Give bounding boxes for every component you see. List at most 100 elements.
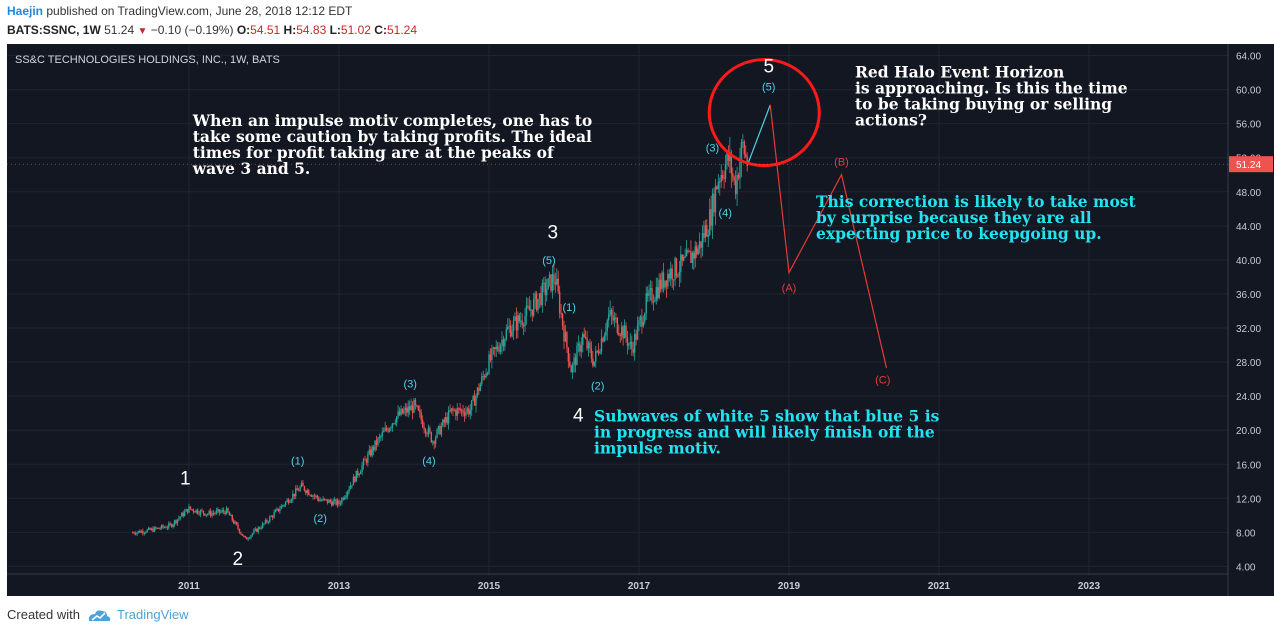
candle-body [185,509,187,512]
candle-body [693,252,695,259]
candle-body [429,427,431,433]
chart-header: Haejin published on TradingView.com, Jun… [0,0,1274,42]
open-value: 54.51 [250,23,281,37]
candle-body [670,268,672,279]
candle-body [430,432,433,443]
candle-body [746,156,748,167]
candle-body [312,495,314,497]
candle-body [720,174,722,182]
candle-body [560,312,562,314]
candle-body [579,343,581,352]
candle-body [606,320,608,332]
candle-body [372,446,375,451]
candle-body [445,417,447,423]
candle-body [550,274,552,291]
publish-line: Haejin published on TradingView.com, Jun… [7,4,352,18]
candle-body [716,186,718,190]
candle-body [468,408,470,415]
x-tick-label: 2019 [778,581,801,592]
candle-body [525,305,528,317]
candle-body [450,408,453,412]
candle-body [267,521,270,523]
candle-body [711,193,714,226]
candle-body [189,506,192,510]
candle-body [569,361,571,367]
candle-body [655,287,658,300]
author-link[interactable]: Haejin [7,4,44,18]
candle-body [646,293,649,296]
candle-body [616,317,619,333]
candle-body [662,272,665,288]
candle-body [401,408,404,414]
candle-body [323,498,326,500]
candle-body [455,410,457,416]
blue-wave-label: (2) [591,380,604,392]
blue-wave-label: (1) [291,455,304,467]
candle-body [512,320,515,331]
candle-body [674,258,676,280]
candle-body [235,521,238,525]
candle-body [159,528,161,530]
candle-body [196,509,199,514]
x-axis: 2011 2013 2015 2017 2019 2021 2023 [7,573,1228,592]
candle-body [641,316,643,327]
candle-body [328,500,330,503]
candle-body [447,410,450,424]
candle-body [234,521,236,524]
candle-body [290,499,293,502]
y-tick-label: 8.00 [1236,528,1256,539]
candle-body [734,180,737,195]
candle-body [250,535,252,538]
candle-body [424,429,427,434]
candle-body [357,470,359,476]
candle-body [508,326,510,328]
candle-body [688,251,691,253]
candle-body [590,348,593,359]
chart-title: SS&C TECHNOLOGIES HOLDINGS, INC., 1W, BA… [15,54,280,66]
blue-wave-label: (2) [314,513,327,525]
candle-body [554,281,557,285]
candle-body [713,193,715,213]
candle-body [384,427,386,431]
candle-body [622,326,624,339]
candle-body [511,330,513,337]
low-value: 51.02 [340,23,371,37]
candle-body [173,520,176,525]
tradingview-brand-link[interactable]: TradingView [117,607,189,622]
current-price: 51.24 [104,23,135,37]
candle-body [271,516,274,518]
candle-body [440,426,443,435]
candle-body [263,523,265,525]
candle-body [367,454,369,463]
candle-body [658,279,660,299]
price-chart[interactable]: 1 2 3 4 5 (1) (2) (3) (4) (5) (1) (2) (3) (4) (5) (A) (B… [0,42,1274,600]
candle-body [742,141,744,143]
candle-body [240,532,242,534]
high-value: 54.83 [296,23,327,37]
candle-body [615,317,617,319]
candle-body [248,537,251,539]
candle-body [336,500,339,505]
candle-body [261,523,264,529]
candle-body [279,509,281,512]
candle-body [139,530,141,533]
annotation-text: Subwaves of white 5 show that blue 5 is i… [594,407,940,458]
candle-body [535,293,538,311]
x-tick-label: 2017 [628,581,651,592]
candle-body [595,351,597,362]
candle-body [388,428,391,432]
candle-body [743,141,745,155]
candle-body [310,495,313,497]
candle-body [584,336,587,339]
candle-body [333,499,336,502]
candle-body [462,409,464,414]
candle-body [351,485,353,487]
candle-body [211,513,213,516]
white-wave-label: 1 [180,469,191,490]
candle-body [470,400,473,411]
red-halo-circle [707,58,821,168]
candle-body [132,532,134,534]
candle-body [649,287,652,291]
candle-body [383,430,385,433]
candle-body [576,345,578,366]
